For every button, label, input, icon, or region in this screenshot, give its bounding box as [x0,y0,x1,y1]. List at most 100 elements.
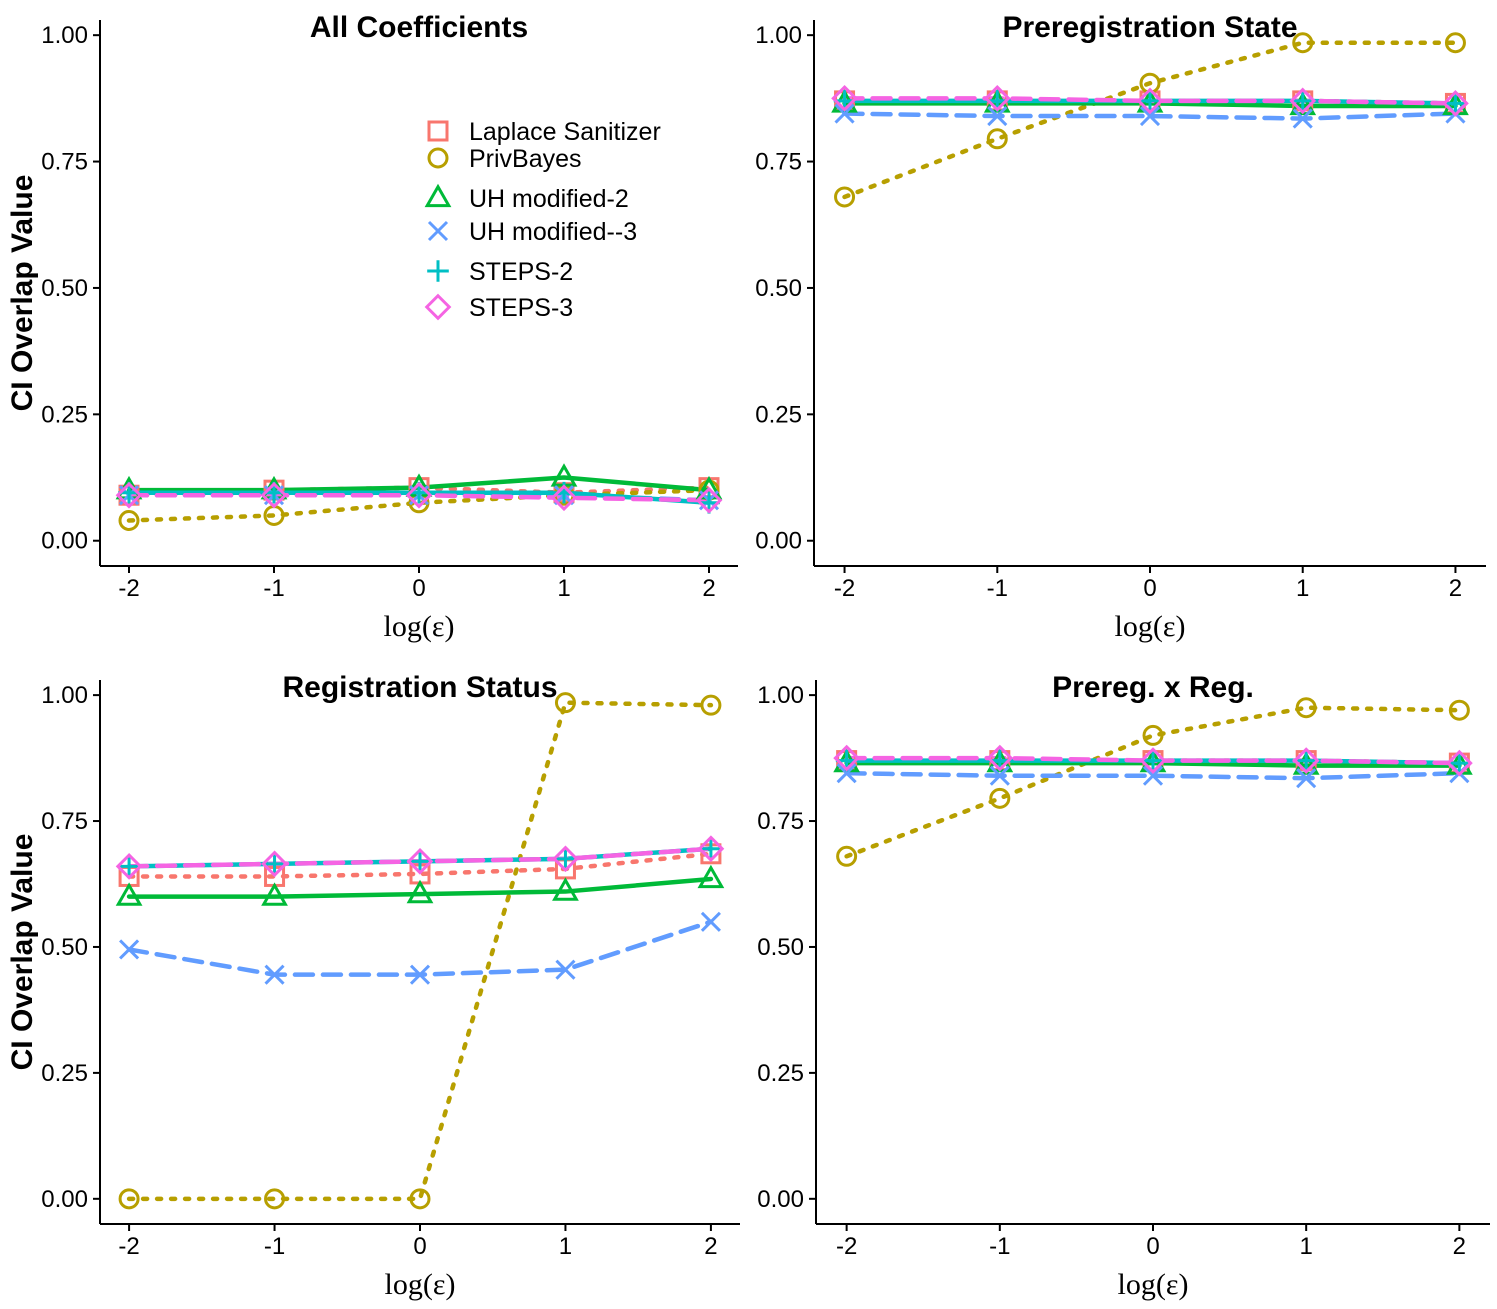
chart-title: Preregistration State [1002,11,1297,44]
data-point-uh3 [700,911,721,932]
data-point-privbayes [118,510,140,531]
data-point-privbayes [264,1188,286,1210]
y-tick-label: 0.50 [41,275,88,302]
data-point-steps2 [1139,90,1161,112]
data-point-steps3 [1289,87,1317,115]
y-tick-label: 0.25 [757,1060,804,1087]
x-tick-label: 1 [1300,1233,1313,1260]
y-tick-label: 1.00 [757,682,804,709]
y-axis-label: CI Overlap Value [6,834,39,1071]
data-point-steps2 [700,837,722,860]
data-point-uh2 [115,882,143,906]
data-point-steps2 [409,850,431,873]
data-point-uh3 [409,964,431,985]
data-point-uh3 [555,959,576,980]
data-point-uh3 [1292,108,1313,129]
x-tick-label: -1 [263,575,284,602]
legend-key-privbayes [427,147,449,169]
x-tick-label: -2 [118,575,139,602]
y-tick-label: 0.00 [41,1186,88,1213]
y-tick-label: 0.25 [41,401,88,428]
y-tick-label: 0.00 [757,1186,804,1213]
y-tick-label: 0.00 [755,528,802,555]
data-point-uh2 [697,864,725,889]
data-point-privbayes [986,128,1008,150]
data-point-steps3 [695,486,723,514]
data-point-steps2 [1444,92,1467,115]
data-point-privbayes [700,694,722,716]
legend-key-uh2 [424,183,452,208]
data-point-privbayes [409,1188,431,1210]
y-tick-label: 0.75 [755,149,802,176]
series-line-steps3 [842,96,1458,106]
legend-key-uh3 [427,220,449,242]
data-point-uh3 [989,765,1010,786]
x-tick-label: 0 [1146,1233,1159,1260]
x-tick-label: -2 [836,1233,857,1260]
series-line-privbayes [126,700,714,1202]
x-tick-label: 2 [1453,1233,1466,1260]
data-point-steps3 [1292,747,1320,774]
data-point-privbayes [834,186,856,208]
data-point-steps3 [406,847,434,875]
x-axis-label: log(ε) [1115,610,1186,643]
x-tick-label: 2 [1449,575,1462,602]
data-point-steps2 [554,848,577,870]
series-line-uh2 [126,876,714,899]
data-point-privbayes [1448,699,1470,721]
data-point-steps3 [550,484,578,512]
y-tick-label: 0.50 [757,934,804,961]
data-point-steps3 [986,744,1014,772]
series-line-privbayes [842,40,1458,200]
data-point-steps3 [831,84,858,112]
legend-label: Laplace Sanitizer [469,118,661,146]
legend-label: STEPS-3 [469,294,573,322]
data-point-uh3 [119,939,140,960]
series-line-privbayes [844,705,1462,859]
data-point-uh2 [261,882,288,906]
data-point-uh3 [1142,765,1164,786]
y-tick-label: 0.00 [41,528,88,555]
x-tick-label: 2 [702,575,715,602]
data-point-uh3 [836,763,857,784]
y-axis-label: CI Overlap Value [6,175,39,412]
legend-label: PrivBayes [469,145,582,173]
legend-label: UH modified-2 [469,185,629,213]
series-line-uh3 [126,919,714,977]
data-point-steps3 [260,481,288,509]
x-tick-label: -2 [118,1233,139,1260]
legend-key-laplace [427,120,449,142]
chart-title: Prereg. x Reg. [1052,671,1254,704]
chart-panel-4: 0.00 0.25 0.50 0.75 1.00 -2 -1 0 1 2 Prereg. x Reg… [757,671,1490,1301]
chart-panel-2: 0.00 0.25 0.50 0.75 1.00 -2 -1 0 1 2 Preregistrati… [755,11,1486,643]
x-tick-label: 1 [559,1233,572,1260]
chart-title: Registration Status [282,671,557,704]
chart-panel-1: 0.00 0.25 0.50 0.75 1.00 -2 -1 0 1 2 All Coefficie… [6,11,738,643]
y-tick-label: 0.25 [41,1060,88,1087]
data-point-uh2 [406,879,434,904]
x-axis-label: log(ε) [384,610,455,643]
data-point-steps2 [263,853,286,875]
x-tick-label: 0 [1143,575,1156,602]
y-tick-label: 1.00 [41,22,88,49]
x-tick-label: 1 [1296,575,1309,602]
y-tick-label: 0.25 [755,401,802,428]
data-point-privbayes [836,845,858,867]
data-point-privbayes [118,1188,140,1210]
x-axis-label: log(ε) [1118,1268,1189,1301]
data-point-uh3 [1296,768,1317,789]
data-point-steps3 [261,850,288,878]
x-tick-label: 0 [412,575,425,602]
x-tick-label: 0 [413,1233,426,1260]
legend-key-steps2 [427,260,449,282]
data-point-steps3 [552,845,579,873]
data-point-steps3 [1442,90,1469,117]
legend-label: UH modified--3 [469,218,637,246]
data-point-steps3 [983,84,1011,112]
data-point-privbayes [1292,32,1314,54]
data-point-uh3 [1139,105,1161,127]
legend-key-steps3 [424,293,452,321]
y-tick-label: 0.50 [755,275,802,302]
data-point-steps2 [1142,749,1164,772]
